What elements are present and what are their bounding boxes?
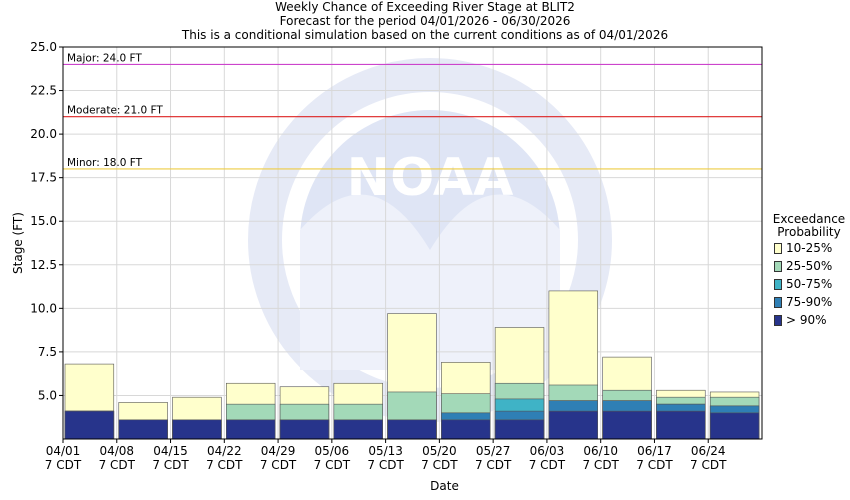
x-tick-label: 04/08 bbox=[99, 444, 134, 458]
y-tick-label: 7.5 bbox=[38, 345, 57, 359]
bar-segment bbox=[64, 410, 115, 440]
legend-swatch bbox=[774, 296, 782, 308]
legend-title-line1: Exceedance bbox=[772, 212, 846, 226]
x-tick-label: 04/29 bbox=[261, 444, 296, 458]
legend-label: 50-75% bbox=[786, 277, 833, 291]
y-tick-label: 12.5 bbox=[30, 258, 57, 272]
bar-segment bbox=[172, 419, 222, 440]
bar-segment bbox=[387, 419, 437, 440]
threshold-label: Major: 24.0 FT bbox=[67, 52, 142, 64]
legend-label: 10-25% bbox=[786, 241, 833, 255]
x-tick-sublabel: 7 CDT bbox=[367, 458, 404, 472]
x-tick-label: 04/01 bbox=[46, 444, 81, 458]
x-tick-sublabel: 7 CDT bbox=[152, 458, 189, 472]
plot-frame bbox=[62, 46, 763, 440]
y-tick-label: 10.0 bbox=[30, 301, 57, 315]
x-tick-sublabel: 7 CDT bbox=[314, 458, 351, 472]
y-tick-label: 22.5 bbox=[30, 84, 57, 98]
x-tick-sublabel: 7 CDT bbox=[260, 458, 297, 472]
x-tick-label: 06/24 bbox=[691, 444, 726, 458]
x-tick-label: 04/22 bbox=[207, 444, 242, 458]
chart-titles: Weekly Chance of Exceeding River Stage a… bbox=[0, 0, 850, 42]
legend-title-line2: Probability bbox=[777, 225, 841, 239]
chart-subtitle-conditional: This is a conditional simulation based o… bbox=[181, 28, 669, 42]
legend-swatch bbox=[774, 314, 782, 326]
legend-swatch bbox=[774, 260, 782, 272]
bar-segment bbox=[118, 419, 168, 440]
y-tick-label: 25.0 bbox=[30, 40, 57, 54]
threshold-label: Moderate: 21.0 FT bbox=[67, 105, 163, 117]
y-tick-label: 5.0 bbox=[38, 388, 57, 402]
noaa-watermark-wave-icon bbox=[300, 194, 560, 370]
x-tick-sublabel: 7 CDT bbox=[690, 458, 727, 472]
x-tick-sublabel: 7 CDT bbox=[475, 458, 512, 472]
bar-segment bbox=[548, 410, 598, 440]
bar-segment bbox=[709, 412, 760, 440]
y-tick-label: 17.5 bbox=[30, 171, 57, 185]
x-tick-label: 05/13 bbox=[368, 444, 403, 458]
legend-swatch bbox=[774, 242, 782, 254]
x-tick-sublabel: 7 CDT bbox=[582, 458, 619, 472]
bar-segment bbox=[602, 410, 652, 440]
legend-label: 75-90% bbox=[786, 295, 833, 309]
legend-item: 75-90% bbox=[774, 293, 850, 311]
legend-item: 50-75% bbox=[774, 275, 850, 293]
bar-segment bbox=[441, 419, 491, 440]
x-tick-label: 06/10 bbox=[583, 444, 618, 458]
y-tick-label: 20.0 bbox=[30, 127, 57, 141]
bar-segment bbox=[279, 419, 330, 440]
x-tick-sublabel: 7 CDT bbox=[45, 458, 82, 472]
bar-segment bbox=[656, 410, 706, 440]
legend-item: > 90% bbox=[774, 311, 850, 329]
threshold-label: Minor: 18.0 FT bbox=[67, 157, 143, 169]
x-tick-label: 05/20 bbox=[422, 444, 457, 458]
x-tick-label: 04/15 bbox=[153, 444, 188, 458]
x-tick-sublabel: 7 CDT bbox=[636, 458, 673, 472]
x-tick-sublabel: 7 CDT bbox=[206, 458, 243, 472]
bar-segment bbox=[333, 419, 383, 440]
y-axis-label: Stage (FT) bbox=[11, 212, 25, 274]
x-tick-sublabel: 7 CDT bbox=[99, 458, 136, 472]
x-tick-label: 05/27 bbox=[476, 444, 511, 458]
x-tick-label: 06/17 bbox=[637, 444, 672, 458]
x-axis-label: Date bbox=[430, 479, 459, 493]
bar-segment bbox=[494, 419, 545, 440]
x-tick-label: 06/03 bbox=[530, 444, 565, 458]
x-tick-label: 05/06 bbox=[315, 444, 350, 458]
legend-item: 10-25% bbox=[774, 239, 850, 257]
legend-label: 25-50% bbox=[786, 259, 833, 273]
legend: Exceedance Probability 10-25% 25-50% 50-75… bbox=[768, 213, 850, 329]
x-tick-sublabel: 7 CDT bbox=[529, 458, 566, 472]
legend-label: > 90% bbox=[786, 313, 827, 327]
x-tick-sublabel: 7 CDT bbox=[421, 458, 458, 472]
bar-segment bbox=[226, 419, 276, 440]
chart-subtitle-period: Forecast for the period 04/01/2026 - 06/… bbox=[279, 14, 571, 28]
legend-swatch bbox=[774, 278, 782, 290]
legend-item: 25-50% bbox=[774, 257, 850, 275]
y-tick-label: 15.0 bbox=[30, 214, 57, 228]
chart-title: Weekly Chance of Exceeding River Stage a… bbox=[275, 0, 575, 14]
